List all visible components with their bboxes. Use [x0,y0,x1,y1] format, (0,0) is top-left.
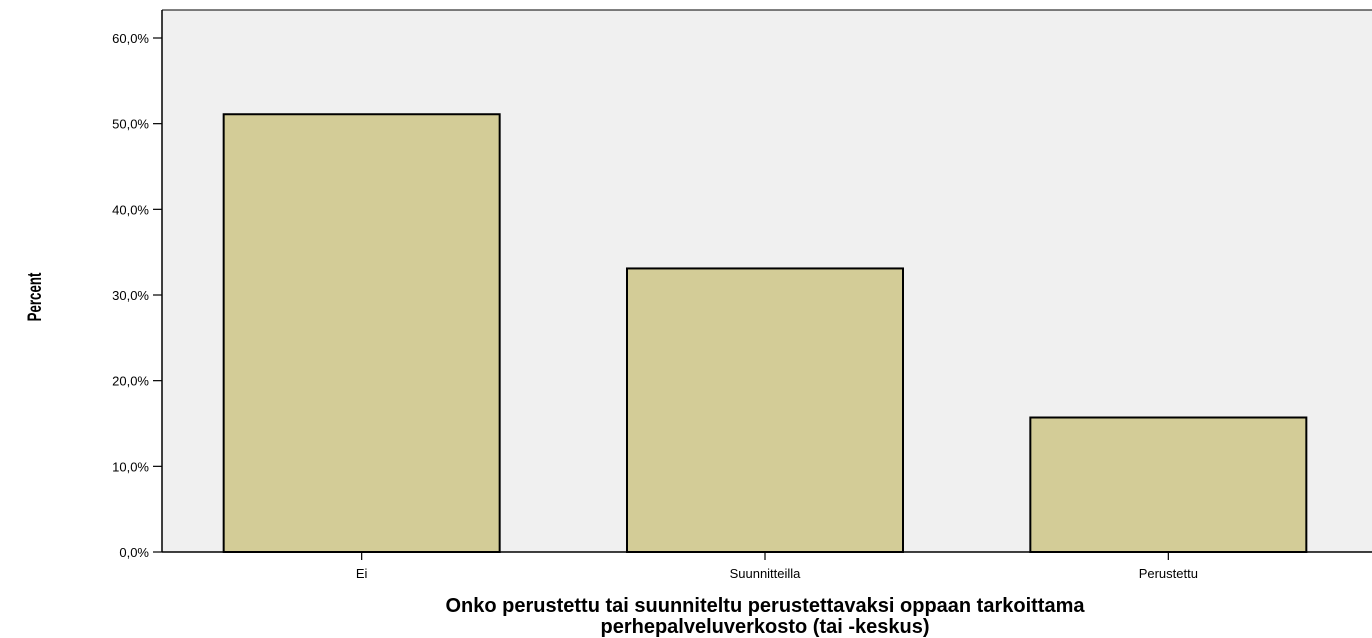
y-tick-label: 10,0% [112,459,149,474]
x-axis-ticks: Ei Suunnitteilla Perustettu [356,552,1198,581]
y-tick-label: 20,0% [112,374,149,389]
x-tick-label: Ei [356,566,368,581]
bar-suunnitteilla [626,267,904,553]
y-axis-title: Percent [25,272,46,321]
x-tick-label: Perustettu [1139,566,1198,581]
bar-ei [222,113,501,553]
bar-perustettu [1029,416,1308,553]
y-tick-label: 30,0% [112,288,149,303]
x-tick-label: Suunnitteilla [730,566,802,581]
x-axis-title-line-1: Onko perustettu tai suunniteltu perustet… [445,595,1085,617]
y-tick-label: 0,0% [119,545,149,560]
x-axis-title-line-2: perhepalveluverkosto (tai -keskus) [600,616,929,638]
y-tick-label: 40,0% [112,202,149,217]
y-axis-ticks: 0,0% 10,0% 20,0% 30,0% 40,0% 50,0% 60,0% [112,31,162,560]
y-tick-label: 60,0% [112,31,149,46]
y-tick-label: 50,0% [112,117,149,132]
